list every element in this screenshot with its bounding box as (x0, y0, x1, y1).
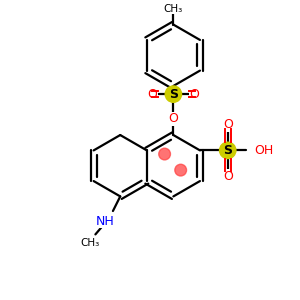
Text: O: O (190, 88, 200, 100)
Circle shape (220, 142, 236, 159)
Circle shape (159, 148, 170, 160)
Circle shape (165, 86, 182, 102)
Text: OH: OH (255, 144, 274, 157)
Text: O: O (168, 112, 178, 125)
Text: O: O (223, 118, 232, 131)
Text: O: O (223, 169, 232, 183)
Text: S: S (223, 144, 232, 157)
Text: S: S (169, 88, 178, 100)
Text: CH₃: CH₃ (80, 238, 99, 248)
Text: NH: NH (96, 215, 115, 228)
Text: CH₃: CH₃ (164, 4, 183, 14)
Circle shape (175, 164, 187, 176)
Text: O: O (147, 88, 157, 100)
